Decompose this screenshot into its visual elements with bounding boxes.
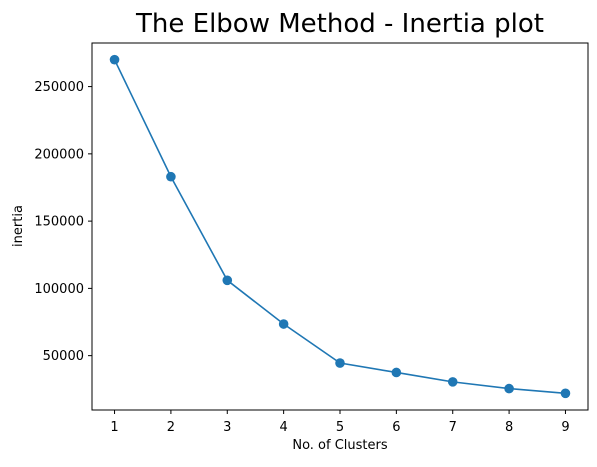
inertia-series-points [109,54,571,399]
x-tick-label: 5 [336,420,344,435]
data-point [391,367,402,378]
chart-title: The Elbow Method - Inertia plot [135,9,544,39]
data-point [222,275,233,286]
x-tick-label: 1 [110,420,118,435]
y-axis-ticks: 50000 100000 150000 200000 250000 [34,80,92,364]
y-axis-label: inertia [11,205,26,247]
x-tick-label: 2 [167,420,175,435]
data-point [560,388,571,399]
data-point [335,358,345,368]
plot-area [91,42,589,411]
x-tick-label: 9 [561,420,569,435]
y-tick-label: 100000 [34,282,84,297]
y-tick-label: 250000 [34,80,84,95]
y-tick-label: 50000 [43,349,84,364]
x-tick-label: 3 [223,420,231,435]
data-point [447,377,458,387]
x-tick-label: 4 [279,420,287,435]
data-point [504,383,514,394]
data-point [166,171,176,182]
data-point [109,54,120,65]
data-point [278,319,289,329]
x-axis-label: No. of Clusters [292,438,388,453]
y-tick-label: 200000 [34,147,84,162]
x-axis-ticks: 1 2 3 4 5 6 7 8 9 [110,410,570,435]
x-tick-label: 6 [392,420,400,435]
x-tick-label: 8 [505,420,513,435]
x-tick-label: 7 [449,420,457,435]
y-tick-label: 150000 [34,215,84,230]
